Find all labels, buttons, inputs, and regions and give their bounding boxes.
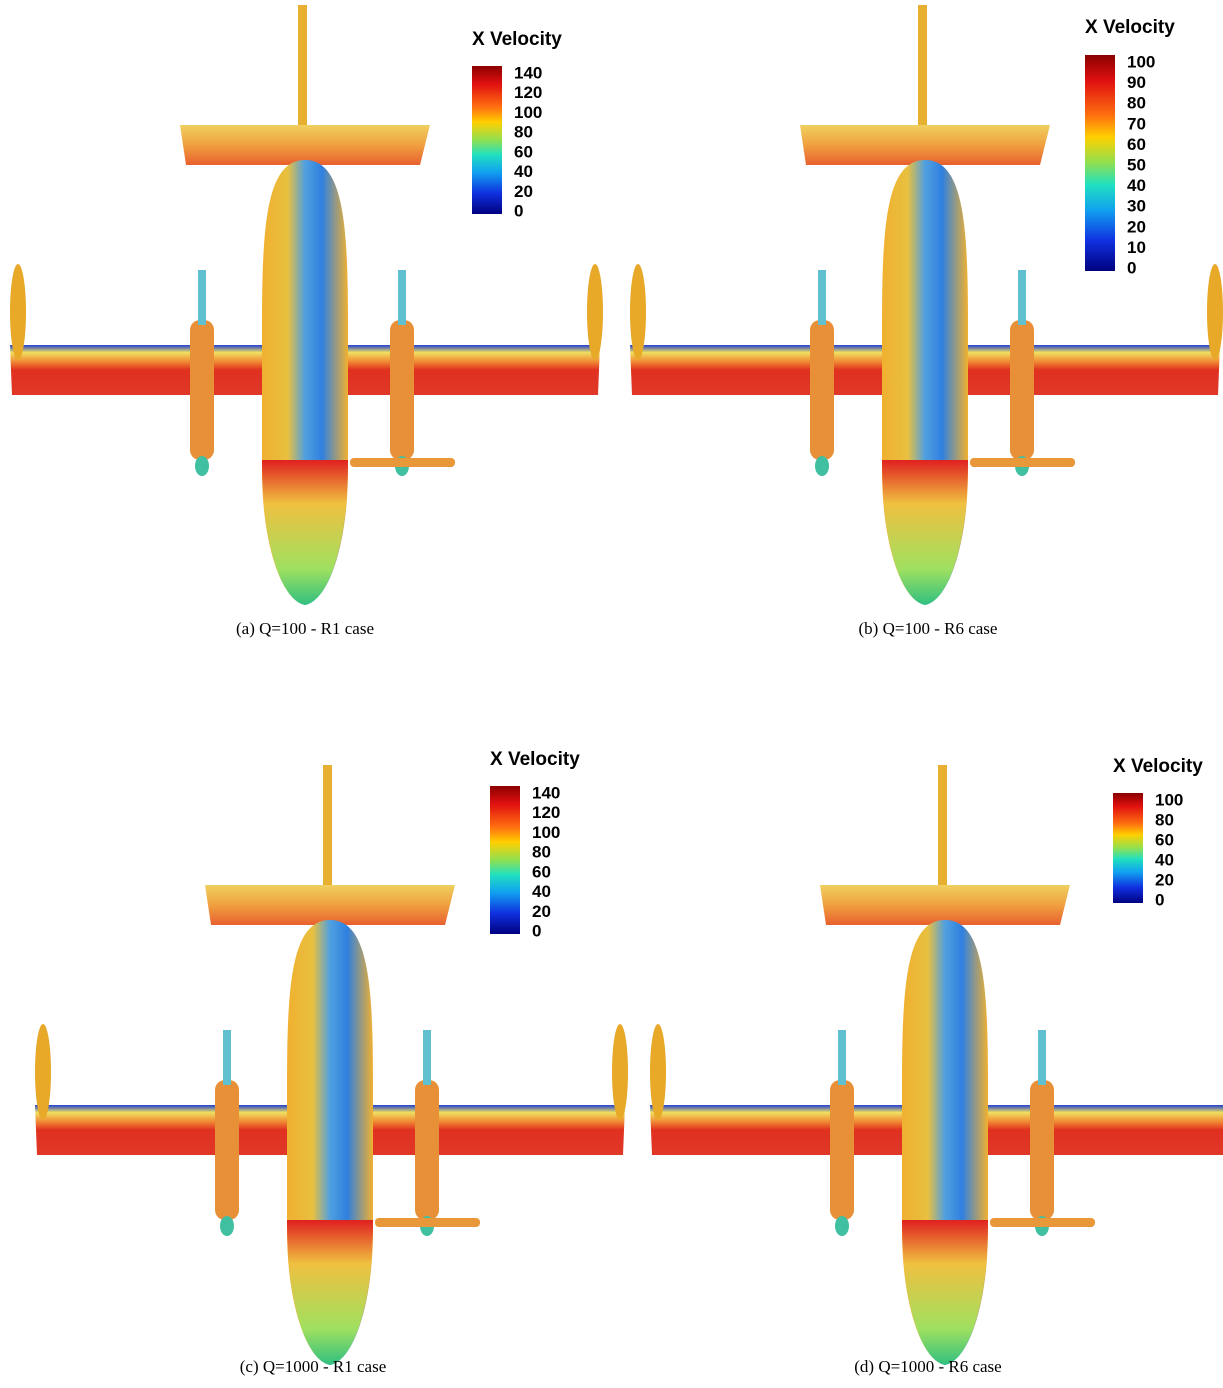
winglet (35, 1024, 51, 1120)
legend-tick: 70 (1127, 114, 1146, 133)
caption: (b) Q=100 - R6 case (859, 619, 998, 638)
legend-tick: 20 (514, 182, 533, 201)
exhaust (198, 270, 206, 325)
exhaust (818, 270, 826, 325)
legend-tick: 100 (532, 823, 560, 842)
legend-tick: 40 (1155, 850, 1174, 869)
colorbar (1085, 55, 1115, 271)
spinner (815, 456, 829, 476)
exhaust (1018, 270, 1026, 325)
exhaust (838, 1030, 846, 1085)
nacelle (215, 1080, 239, 1220)
legend-tick: 40 (1127, 176, 1146, 195)
legend-tick: 20 (532, 902, 551, 921)
legend-tick: 20 (1127, 217, 1146, 236)
nacelle (390, 320, 414, 460)
legend-tick: 0 (514, 201, 523, 220)
caption: (a) Q=100 - R1 case (236, 619, 374, 638)
legend-tick: 20 (1155, 870, 1174, 889)
tail-wing (205, 885, 455, 925)
nose (262, 460, 348, 605)
legend-title: X Velocity (1085, 17, 1175, 38)
legend-tick: 100 (1155, 790, 1183, 809)
exhaust (398, 270, 406, 325)
legend-tick: 140 (532, 783, 560, 802)
exhaust (423, 1030, 431, 1085)
nacelle (1010, 320, 1034, 460)
exhaust (1038, 1030, 1046, 1085)
caption: (d) Q=1000 - R6 case (854, 1357, 1001, 1376)
legend-tick: 80 (1155, 810, 1174, 829)
nacelle (415, 1080, 439, 1220)
legend-title: X Velocity (490, 749, 580, 770)
stabilizer (990, 1218, 1095, 1227)
legend-tick: 60 (1155, 830, 1174, 849)
legend-tick: 60 (1127, 135, 1146, 154)
spinner (195, 456, 209, 476)
nacelle (830, 1080, 854, 1220)
legend-tick: 90 (1127, 73, 1146, 92)
winglet (587, 264, 603, 360)
legend-tick: 100 (1127, 52, 1155, 71)
colorbar (1113, 793, 1143, 903)
legend-tick: 80 (1127, 94, 1146, 113)
colorbar (472, 66, 502, 214)
nacelle (810, 320, 834, 460)
legend-tick: 10 (1127, 238, 1146, 257)
nose (902, 1220, 988, 1365)
legend-tick: 80 (514, 123, 533, 142)
winglet (650, 1024, 666, 1120)
winglet (1207, 264, 1223, 360)
legend-tick: 100 (514, 103, 542, 122)
nose (287, 1220, 373, 1365)
tail-wing (800, 125, 1050, 165)
legend-title: X Velocity (1113, 756, 1203, 777)
stabilizer (970, 458, 1075, 467)
legend-tick: 80 (532, 843, 551, 862)
tail-wing (820, 885, 1070, 925)
legend-tick: 60 (514, 142, 533, 161)
legend-tick: 50 (1127, 155, 1146, 174)
exhaust (223, 1030, 231, 1085)
nacelle (1030, 1080, 1054, 1220)
legend-title: X Velocity (472, 29, 562, 50)
winglet (612, 1024, 628, 1120)
legend-tick: 0 (1155, 890, 1164, 909)
nose (882, 460, 968, 605)
stabilizer (375, 1218, 480, 1227)
legend-tick: 40 (514, 162, 533, 181)
tail-wing (180, 125, 430, 165)
legend-tick: 140 (514, 63, 542, 82)
nacelle (190, 320, 214, 460)
winglet (10, 264, 26, 360)
colorbar (490, 786, 520, 934)
figure: (a) Q=100 - R1 caseX Velocity14012010080… (0, 0, 1223, 1388)
spinner (835, 1216, 849, 1236)
legend-tick: 0 (532, 921, 541, 940)
legend-tick: 60 (532, 862, 551, 881)
legend-tick: 30 (1127, 197, 1146, 216)
legend-tick: 120 (514, 83, 542, 102)
stabilizer (350, 458, 455, 467)
winglet (630, 264, 646, 360)
legend-tick: 0 (1127, 258, 1136, 277)
legend-tick: 120 (532, 803, 560, 822)
legend-tick: 40 (532, 882, 551, 901)
spinner (220, 1216, 234, 1236)
caption: (c) Q=1000 - R1 case (240, 1357, 386, 1376)
